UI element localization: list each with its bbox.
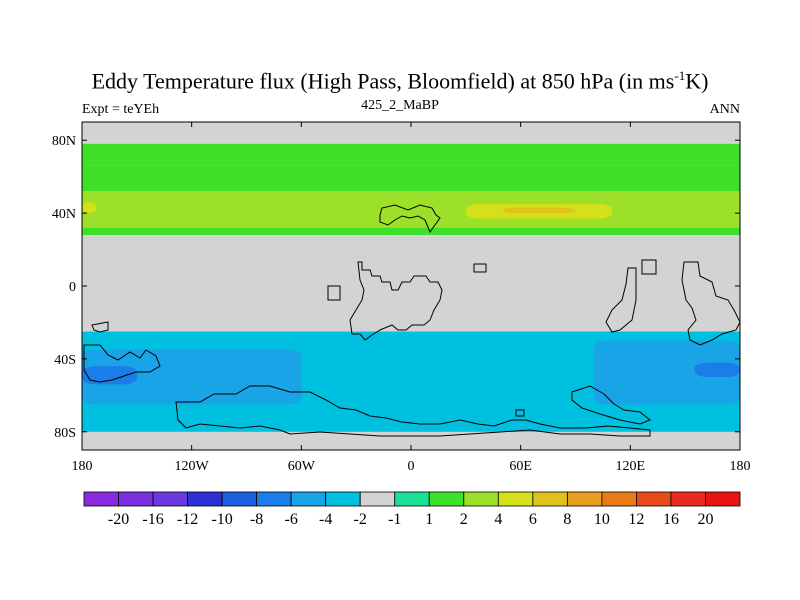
colorbar-swatch-5 — [256, 491, 292, 507]
colorbar-swatch-13 — [532, 491, 568, 507]
colorbar-swatch-17 — [670, 491, 706, 507]
colorbar-swatch-18 — [705, 491, 741, 507]
colorbar-label-16: 16 — [663, 511, 679, 528]
colorbar-label-2: -12 — [177, 511, 198, 528]
experiment-label: Expt = teYEh — [82, 102, 160, 117]
colorbar-swatch-11 — [463, 491, 499, 507]
colorbar-swatch-0 — [83, 491, 119, 507]
colorbar-label-12: 6 — [529, 511, 537, 528]
colorbar-label-5: -6 — [284, 511, 297, 528]
x-tick-label-6: 180 — [730, 459, 751, 474]
colorbar-swatch-10 — [428, 491, 465, 507]
contour-band-2 — [82, 191, 740, 228]
colorbar-label-14: 10 — [594, 511, 610, 528]
colorbar-label-4: -8 — [250, 511, 263, 528]
colorbar-label-6: -4 — [319, 511, 332, 528]
colorbar-label-3: -10 — [211, 511, 232, 528]
x-tick-label-2: 60W — [288, 459, 316, 474]
colorbar: -20 -16 -12 -10 -8 -6 -4 -2 -1 1 2 4 6 8 10 12 16 20 — [83, 491, 741, 528]
colorbar-swatch-7 — [325, 491, 361, 507]
x-tick-label-5: 120E — [616, 459, 646, 474]
colorbar-label-10: 2 — [460, 511, 468, 528]
contour-band-11 — [694, 362, 740, 378]
colorbar-label-15: 12 — [628, 511, 644, 528]
colorbar-label-8: -1 — [388, 511, 401, 528]
colorbar-swatch-14 — [566, 491, 603, 507]
colorbar-label-1: -16 — [142, 511, 163, 528]
colorbar-swatch-1 — [118, 491, 154, 507]
contour-band-9 — [82, 366, 137, 385]
y-tick-label-2: 0 — [69, 280, 76, 295]
contour-band-0 — [82, 143, 740, 166]
colorbar-swatch-8 — [359, 491, 396, 507]
colorbar-swatch-12 — [497, 491, 534, 507]
colorbar-swatch-16 — [636, 491, 672, 507]
y-tick-label-1: 40N — [52, 207, 76, 222]
y-tick-label-4: 80S — [54, 426, 76, 441]
contour-band-1 — [82, 165, 740, 192]
contour-band-5 — [82, 202, 97, 214]
run-label: 425_2_MaBP — [361, 98, 439, 113]
colorbar-label-7: -2 — [354, 511, 367, 528]
contour-band-8 — [82, 349, 302, 405]
x-tick-label-3: 0 — [408, 459, 415, 474]
contour-band-4 — [502, 207, 576, 214]
y-tick-label-3: 40S — [54, 353, 76, 368]
colorbar-swatch-15 — [601, 491, 637, 507]
continent-outlines — [83, 204, 740, 437]
contour-band-6 — [82, 227, 740, 235]
chart-title: Eddy Temperature flux (High Pass, Bloomf… — [91, 68, 709, 94]
x-tick-label-1: 120W — [175, 459, 210, 474]
colorbar-label-9: 1 — [425, 511, 433, 528]
colorbar-label-0: -20 — [108, 511, 129, 528]
colorbar-swatch-2 — [152, 491, 188, 507]
colorbar-label-17: 20 — [697, 511, 713, 528]
x-tick-label-0: 180 — [72, 459, 93, 474]
y-tick-label-0: 80N — [52, 134, 76, 149]
contour-band-10 — [593, 340, 740, 405]
colorbar-swatch-6 — [290, 491, 327, 507]
colorbar-swatch-3 — [187, 491, 223, 507]
colorbar-label-13: 8 — [563, 511, 571, 528]
colorbar-swatch-4 — [221, 491, 258, 507]
colorbar-label-11: 4 — [494, 511, 502, 528]
axes: 180 120W 60W 0 60E 120E 180 80N 40N 0 40S 80S — [52, 122, 751, 474]
season-label: ANN — [709, 102, 740, 117]
x-tick-label-4: 60E — [509, 459, 532, 474]
colorbar-swatch-9 — [394, 491, 430, 507]
